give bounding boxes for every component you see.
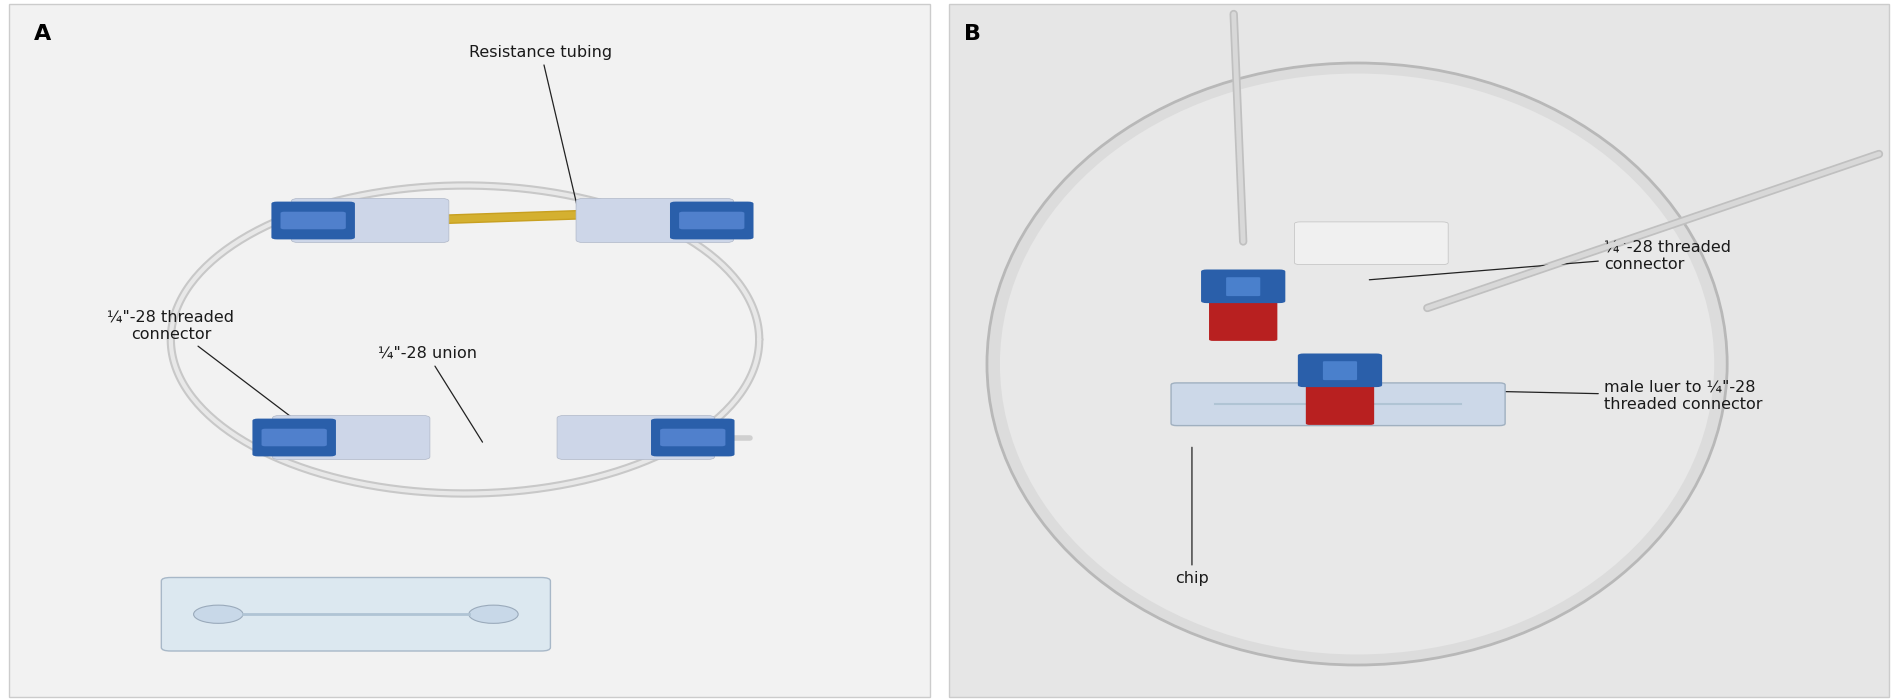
FancyBboxPatch shape <box>1209 300 1277 341</box>
Text: chip: chip <box>1175 447 1209 585</box>
FancyBboxPatch shape <box>271 202 355 239</box>
Text: ¼"-28 union: ¼"-28 union <box>378 346 482 442</box>
FancyBboxPatch shape <box>1226 277 1260 296</box>
Circle shape <box>194 605 243 623</box>
FancyBboxPatch shape <box>273 416 429 460</box>
FancyBboxPatch shape <box>577 198 733 242</box>
FancyBboxPatch shape <box>1294 222 1448 265</box>
Ellipse shape <box>1000 74 1714 654</box>
FancyBboxPatch shape <box>1306 384 1374 425</box>
FancyBboxPatch shape <box>161 578 550 651</box>
FancyBboxPatch shape <box>670 202 754 239</box>
Text: ¼"-28 threaded
connector: ¼"-28 threaded connector <box>108 309 330 447</box>
FancyBboxPatch shape <box>1298 354 1382 387</box>
Ellipse shape <box>987 63 1727 665</box>
FancyBboxPatch shape <box>262 428 326 447</box>
FancyBboxPatch shape <box>679 211 744 230</box>
FancyBboxPatch shape <box>1171 383 1505 426</box>
FancyBboxPatch shape <box>661 428 725 447</box>
FancyBboxPatch shape <box>9 4 930 696</box>
FancyBboxPatch shape <box>558 416 714 460</box>
FancyBboxPatch shape <box>281 211 345 230</box>
Text: male luer to ¼"-28
threaded connector: male luer to ¼"-28 threaded connector <box>1365 379 1763 412</box>
FancyBboxPatch shape <box>292 198 448 242</box>
Text: A: A <box>34 25 51 45</box>
Text: ¼"-28 threaded
connector: ¼"-28 threaded connector <box>1368 239 1731 280</box>
FancyBboxPatch shape <box>651 419 735 456</box>
FancyBboxPatch shape <box>252 419 336 456</box>
FancyBboxPatch shape <box>1323 361 1357 380</box>
Text: B: B <box>964 25 981 45</box>
FancyBboxPatch shape <box>949 4 1889 696</box>
Circle shape <box>469 605 518 623</box>
Text: Resistance tubing: Resistance tubing <box>469 45 613 211</box>
FancyBboxPatch shape <box>1201 270 1285 303</box>
